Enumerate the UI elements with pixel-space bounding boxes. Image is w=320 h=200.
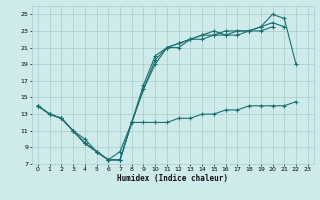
X-axis label: Humidex (Indice chaleur): Humidex (Indice chaleur) [117,174,228,183]
